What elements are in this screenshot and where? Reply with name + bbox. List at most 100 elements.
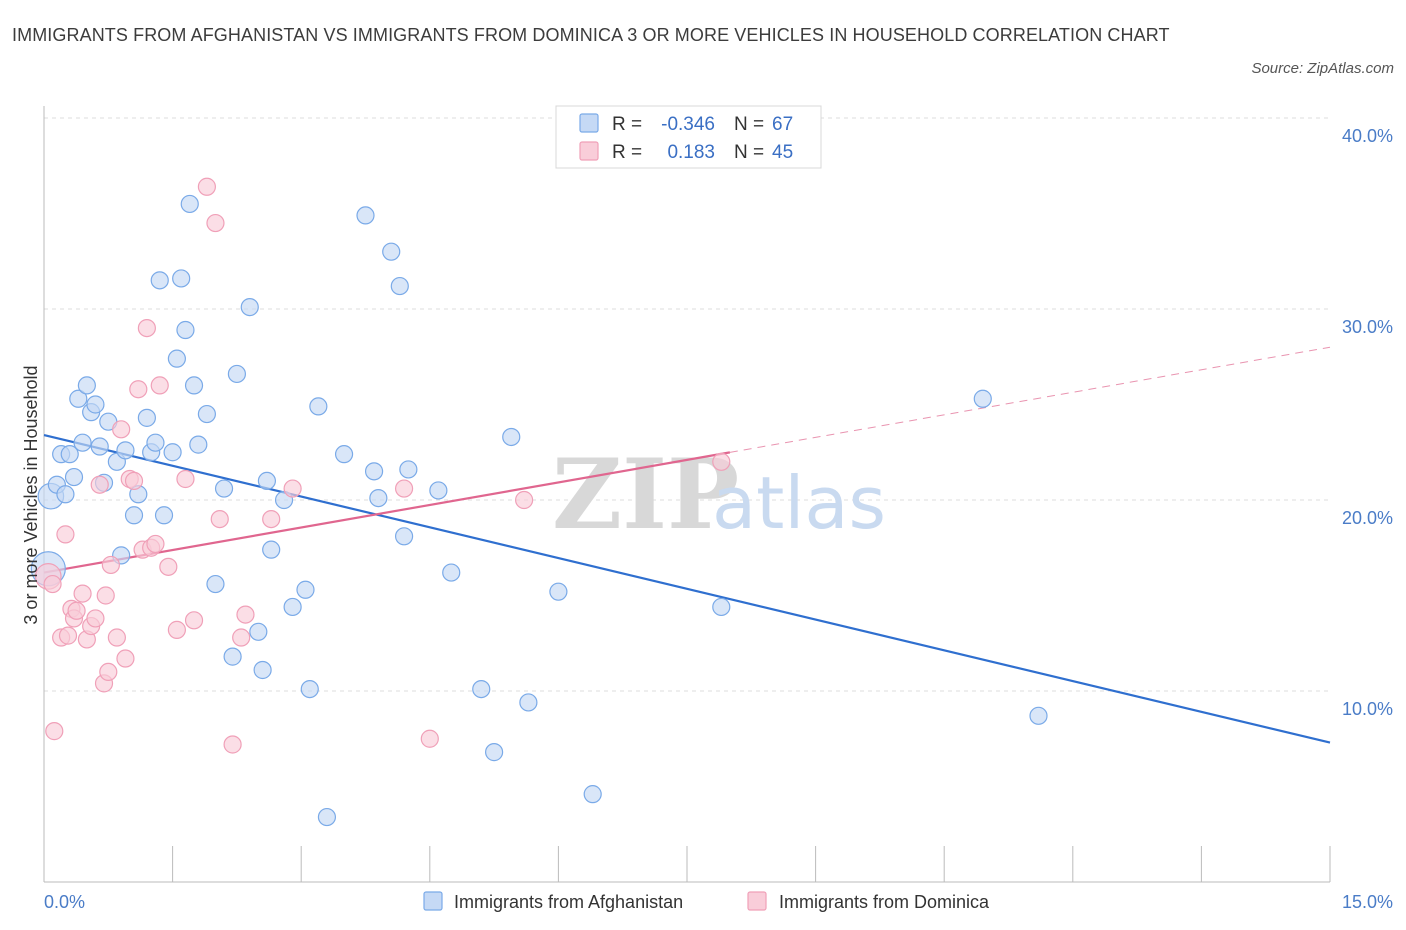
point-afghanistan-36 — [227, 364, 246, 384]
point-afghanistan-23 — [150, 271, 169, 290]
point-afghanistan-33 — [206, 574, 225, 594]
point-dominica-35 — [210, 509, 229, 529]
point-afghanistan-4 — [56, 485, 75, 504]
point-afghanistan-29 — [180, 194, 199, 214]
point-afghanistan-22 — [146, 433, 165, 452]
point-afghanistan-7 — [69, 389, 88, 408]
point-dominica-30 — [167, 620, 186, 639]
point-afghanistan-41 — [262, 540, 281, 559]
series-legend-label-dominica: Immigrants from Dominica — [779, 892, 990, 912]
point-afghanistan-28 — [176, 320, 195, 340]
point-afghanistan-17 — [116, 441, 135, 460]
point-afghanistan-49 — [356, 206, 375, 225]
point-afghanistan-56 — [429, 481, 448, 500]
point-afghanistan-37 — [240, 297, 259, 317]
point-dominica-13 — [90, 475, 109, 494]
point-dominica-22 — [124, 471, 144, 490]
point-dominica-27 — [146, 534, 165, 554]
point-dominica-25 — [137, 319, 156, 338]
point-afghanistan-61 — [519, 693, 538, 712]
point-dominica-2 — [45, 722, 64, 741]
point-afghanistan-54 — [394, 527, 414, 546]
x-tick-min: 0.0% — [44, 892, 85, 912]
point-dominica-8 — [67, 601, 86, 620]
point-afghanistan-24 — [154, 506, 174, 525]
series-legend-swatch-dominica — [747, 891, 767, 911]
point-dominica-37 — [232, 628, 251, 647]
point-afghanistan-66 — [1029, 706, 1048, 725]
point-afghanistan-50 — [364, 462, 384, 481]
y-tick-label-30: 30.0% — [1342, 317, 1393, 337]
legend-n-value-dominica: 45 — [772, 142, 793, 163]
source-credit: Source: ZipAtlas.com — [1251, 60, 1394, 77]
point-dominica-28 — [150, 376, 169, 395]
point-afghanistan-11 — [86, 395, 105, 414]
point-dominica-32 — [184, 611, 204, 630]
point-afghanistan-30 — [184, 376, 204, 395]
watermark-atlas: atlas — [712, 461, 886, 545]
data-points — [30, 177, 1048, 827]
series-legend-label-afghanistan: Immigrants from Afghanistan — [454, 892, 683, 912]
correlation-legend: R = -0.346 N = 67 R = 0.183 N = 45 — [555, 105, 822, 169]
point-dominica-36 — [223, 735, 242, 754]
point-afghanistan-27 — [172, 269, 191, 288]
trend-line-extension-dominica — [729, 346, 1331, 453]
point-dominica-1 — [43, 574, 62, 594]
legend-r-value-afghanistan: -0.346 — [661, 114, 715, 135]
point-dominica-43 — [515, 490, 534, 510]
point-afghanistan-48 — [334, 445, 354, 464]
point-afghanistan-38 — [249, 622, 268, 641]
point-afghanistan-58 — [472, 679, 491, 699]
legend-r-label-dominica: R = — [612, 142, 642, 163]
point-afghanistan-57 — [442, 563, 461, 582]
point-afghanistan-63 — [583, 785, 602, 804]
point-afghanistan-60 — [502, 427, 521, 447]
point-afghanistan-31 — [189, 435, 208, 454]
point-afghanistan-12 — [90, 437, 109, 456]
point-afghanistan-64 — [712, 597, 731, 617]
point-dominica-23 — [129, 380, 148, 399]
point-afghanistan-25 — [163, 443, 182, 462]
point-afghanistan-45 — [300, 679, 319, 699]
point-afghanistan-32 — [197, 404, 216, 424]
y-tick-label-20: 20.0% — [1342, 508, 1393, 528]
point-dominica-34 — [206, 213, 225, 233]
point-afghanistan-52 — [382, 242, 401, 261]
point-dominica-41 — [394, 479, 414, 498]
point-dominica-39 — [262, 509, 281, 529]
point-afghanistan-39 — [253, 660, 272, 680]
y-tick-labels: 10.0% 20.0% 30.0% 40.0% — [1342, 126, 1393, 719]
point-dominica-19 — [112, 420, 131, 439]
point-dominica-16 — [99, 662, 118, 682]
point-dominica-12 — [86, 609, 105, 628]
point-dominica-9 — [73, 584, 92, 603]
grid-lines — [44, 117, 1330, 692]
point-afghanistan-6 — [64, 467, 84, 487]
point-dominica-17 — [101, 555, 120, 575]
legend-r-value-dominica: 0.183 — [667, 142, 715, 163]
point-afghanistan-18 — [124, 506, 144, 525]
point-afghanistan-53 — [390, 276, 409, 296]
legend-swatch-afghanistan — [579, 113, 599, 133]
point-dominica-18 — [107, 628, 126, 647]
point-dominica-31 — [176, 469, 195, 489]
legend-n-value-afghanistan: 67 — [772, 114, 793, 135]
point-afghanistan-65 — [973, 389, 992, 408]
point-afghanistan-47 — [317, 807, 337, 827]
point-dominica-5 — [58, 626, 78, 645]
point-afghanistan-9 — [77, 376, 96, 395]
y-tick-label-40: 40.0% — [1342, 126, 1393, 146]
point-dominica-38 — [236, 605, 255, 624]
point-dominica-15 — [96, 586, 115, 605]
point-afghanistan-35 — [223, 647, 242, 666]
point-afghanistan-8 — [73, 433, 92, 452]
point-afghanistan-55 — [399, 460, 418, 479]
point-afghanistan-26 — [167, 349, 186, 368]
point-dominica-40 — [283, 479, 302, 498]
trend-line-afghanistan — [43, 433, 1331, 744]
point-afghanistan-43 — [283, 597, 302, 617]
point-dominica-33 — [197, 177, 216, 196]
point-afghanistan-20 — [137, 408, 156, 427]
chart-title: IMMIGRANTS FROM AFGHANISTAN VS IMMIGRANT… — [12, 25, 1170, 45]
